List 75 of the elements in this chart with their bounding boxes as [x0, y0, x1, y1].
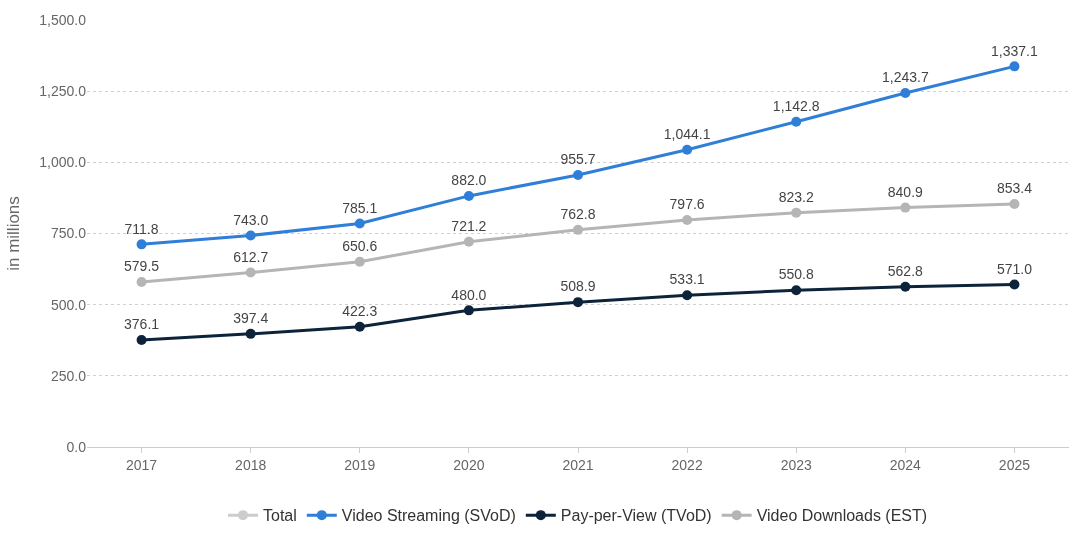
data-label: 550.8: [778, 266, 814, 283]
point: [1009, 199, 1020, 210]
data-label: 1,044.1: [663, 126, 711, 143]
point: [136, 277, 147, 288]
legend-label: Pay-per-View (TVoD): [560, 507, 712, 525]
point: [682, 290, 693, 301]
data-label: 882.0: [451, 172, 487, 189]
point: [354, 256, 365, 267]
data-label: 397.4: [233, 310, 269, 327]
data-label: 650.6: [342, 238, 378, 255]
data-label: 762.8: [560, 206, 596, 223]
y-tick-label: 1,250.0: [39, 83, 87, 100]
point: [682, 144, 693, 155]
legend-label: Video Streaming (SVoD): [341, 507, 516, 525]
x-tick-label: 2022: [671, 456, 703, 473]
data-label: 579.5: [124, 258, 160, 275]
y-tick-label: 1,500.0: [39, 11, 87, 28]
point: [900, 87, 911, 98]
legend-label: Total: [263, 507, 297, 525]
data-label: 1,142.8: [772, 97, 820, 114]
x-tick-label: 2023: [780, 456, 812, 473]
data-label: 823.2: [778, 188, 814, 205]
point: [463, 305, 474, 316]
data-label: 721.2: [451, 217, 487, 234]
data-label: 743.0: [233, 211, 269, 228]
point: [136, 239, 147, 250]
point: [573, 224, 583, 235]
x-tick-label: 2019: [344, 456, 376, 473]
point: [573, 169, 583, 180]
data-label: 955.7: [560, 151, 596, 168]
point: [1009, 279, 1020, 290]
y-tick-label: 1,000.0: [39, 154, 87, 171]
x-tick-label: 2021: [562, 456, 594, 473]
point: [463, 190, 474, 201]
y-tick-label: 500.0: [50, 296, 87, 313]
y-tick-label: 0.0: [66, 438, 87, 455]
data-label: 562.8: [887, 263, 924, 280]
data-label: 508.9: [560, 278, 596, 295]
point: [354, 321, 365, 332]
y-tick-label: 250.0: [50, 367, 87, 384]
legend-label: Video Downloads (EST): [756, 507, 928, 525]
point: [245, 328, 256, 339]
y-axis-title: in millions: [3, 196, 23, 271]
x-tick-label: 2020: [453, 456, 485, 473]
point: [354, 218, 365, 229]
x-tick-label: 2024: [889, 456, 922, 473]
data-label: 785.1: [342, 199, 378, 216]
data-label: 797.6: [669, 196, 705, 213]
x-tick-label: 2018: [235, 456, 267, 473]
data-label: 1,243.7: [881, 69, 929, 86]
point: [245, 230, 256, 241]
point: [463, 236, 474, 247]
point: [136, 334, 147, 345]
point: [900, 202, 911, 213]
data-label: 571.0: [996, 260, 1033, 277]
data-label: 480.0: [451, 286, 487, 303]
point: [245, 267, 256, 278]
data-label: 422.3: [342, 303, 378, 320]
data-label: 840.9: [887, 183, 924, 200]
point: [682, 214, 693, 225]
point: [791, 207, 802, 218]
data-label: 533.1: [669, 271, 705, 288]
x-tick-label: 2025: [998, 456, 1031, 473]
point: [573, 297, 583, 308]
x-tick-label: 2017: [125, 456, 158, 473]
data-label: 853.4: [996, 180, 1033, 197]
data-label: 376.1: [124, 316, 160, 333]
point: [900, 281, 911, 292]
data-label: 711.8: [124, 220, 159, 237]
point: [791, 116, 802, 127]
data-label: 612.7: [233, 248, 269, 265]
data-label: 1,337.1: [991, 42, 1038, 59]
y-tick-label: 750.0: [50, 225, 87, 242]
point: [1009, 61, 1020, 72]
point: [791, 285, 802, 296]
